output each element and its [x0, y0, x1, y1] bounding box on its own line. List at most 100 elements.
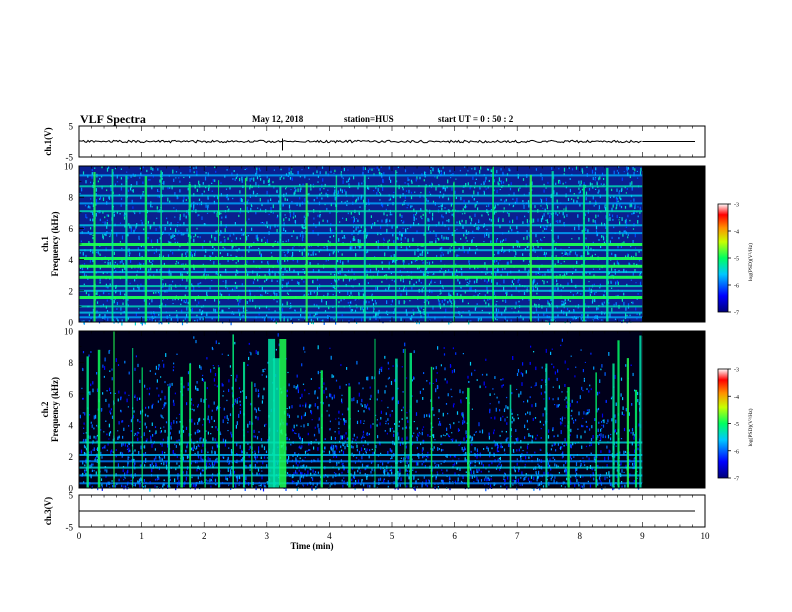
- ch2-spectrogram-noise: [174, 478, 176, 483]
- ch2-spectrogram-noise: [216, 457, 218, 460]
- ch1-spectrogram-noise: [588, 217, 590, 222]
- ch2-spectrogram-noise: [115, 449, 117, 451]
- ch1-spectrogram-noise: [578, 192, 580, 194]
- ch2-spectrogram-noise: [489, 409, 491, 414]
- ch1-spectrogram-noise: [441, 203, 443, 208]
- ch1-spectrogram-noise: [559, 274, 561, 276]
- ch2-spectrogram-noise: [217, 428, 219, 431]
- ch2-spectrogram-noise: [266, 457, 269, 459]
- ch1-spectrogram-noise: [465, 229, 467, 233]
- ch1-spectrogram-noise: [292, 251, 294, 256]
- ch1-spectrogram-noise: [334, 189, 336, 194]
- ch2-spectrogram-noise: [104, 469, 106, 472]
- ch1-spectrogram-noise: [179, 214, 181, 217]
- ch2-spectrogram-noise: [499, 409, 501, 412]
- ch1-spectrogram-noise: [391, 225, 393, 229]
- ch2-spectrogram-noise: [258, 393, 260, 397]
- ch2-spectrogram-noise: [438, 418, 440, 420]
- ch2-spectrogram-noise: [156, 478, 158, 481]
- ch1-spectrogram-noise: [463, 206, 465, 209]
- ch2-spectrogram-noise: [543, 471, 545, 475]
- ch1-spectrogram-noise: [420, 282, 422, 284]
- ch2-spectrogram-noise: [214, 384, 216, 386]
- ch2-spectrogram-noise: [84, 469, 86, 472]
- ch2-spectrogram-noise: [306, 450, 308, 453]
- ch2-spectrogram-noise: [121, 420, 123, 423]
- ch2-spectrogram-noise: [415, 480, 417, 485]
- ch2-spectrogram-noise: [473, 470, 475, 474]
- ch1-spectrogram-noise: [441, 214, 443, 218]
- ch2-spectrogram-noise: [573, 456, 575, 458]
- ch1-spectrogram-noise: [509, 187, 512, 191]
- ch2-spectrogram-noise: [146, 388, 148, 390]
- ch2-spectrogram-noise: [446, 380, 448, 384]
- ch2-spectrogram-noise: [206, 462, 208, 466]
- ch1-spectrogram-noise: [497, 308, 500, 313]
- ch1-spectrogram-noise: [219, 263, 221, 267]
- ch1-spectrogram-noise: [276, 190, 278, 193]
- ch2-spectrogram-noise: [506, 437, 508, 442]
- ch2-spectrogram-noise: [422, 388, 424, 391]
- ch1-spectrogram-noise: [338, 301, 340, 304]
- ch1-spectrogram-noise: [596, 233, 599, 237]
- ch1-spectrogram-noise: [440, 259, 442, 263]
- ch2-spectrogram-noise: [288, 438, 290, 441]
- ch1-spectrogram-noise: [611, 307, 613, 312]
- ch1-spectrogram-noise: [266, 314, 268, 317]
- ch1-spectrogram-noise: [478, 227, 480, 230]
- ch2-spectrogram-noise: [599, 476, 601, 480]
- ch2-spectrogram-noise: [205, 478, 207, 482]
- ch1-spectrogram-noise: [256, 167, 258, 171]
- ch1-spectrogram-noise: [355, 298, 357, 300]
- ch1-spectrogram-noise: [233, 313, 235, 315]
- ch2-spectrogram-noise: [471, 408, 473, 410]
- ch1-spectrogram-noise: [324, 310, 327, 312]
- ch2-spectrogram-noise: [441, 469, 443, 471]
- ch2-spectrogram-noise: [310, 472, 312, 477]
- ch2-spectrogram-noise: [162, 438, 164, 441]
- ch1-spectrogram-noise: [528, 269, 530, 272]
- ch2-spectrogram-noise: [218, 342, 220, 345]
- ch1-spectrogram-noise: [161, 175, 163, 178]
- ch1-spectrogram-noise: [218, 301, 221, 304]
- ch1-spectrogram-noise: [418, 308, 420, 312]
- ch1-spectrogram-noise: [92, 218, 94, 222]
- ch1-spectrogram-noise: [558, 212, 560, 214]
- ch1-spectrogram-noise: [220, 241, 222, 244]
- ch2-spectrogram-noise: [489, 408, 491, 412]
- ch2-spectrogram-noise: [547, 462, 549, 465]
- ch1-spectrogram-noise: [264, 280, 266, 283]
- ch1-spectrogram-noise: [528, 234, 531, 238]
- ch1-spectrogram-noise: [416, 176, 418, 180]
- ch1-spectrogram-noise: [250, 204, 252, 206]
- ch1-spectrogram-noise: [454, 273, 456, 276]
- ch1-spectrogram-noise: [291, 168, 293, 170]
- ch1-spectrogram-noise: [362, 172, 364, 176]
- ch2-spectrogram-noise: [388, 376, 390, 379]
- ch1-spectrogram-burst: [606, 167, 609, 322]
- ch1-spectrogram-noise: [301, 169, 303, 171]
- ch1-spectrogram-noise: [237, 302, 240, 306]
- ch2-spectrogram-noise: [455, 352, 457, 355]
- ch2-spectrogram-noise: [589, 484, 591, 489]
- ch2-spectrogram-noise: [172, 399, 175, 403]
- ch1-spectrogram-noise: [558, 179, 560, 184]
- ch1-spectrogram-noise: [327, 259, 329, 261]
- ch1-spectrogram-noise: [502, 299, 504, 302]
- ch1-spectrogram-noise: [616, 260, 618, 265]
- ch1-spectrogram-noise: [406, 207, 408, 209]
- ch1-spectrogram-noise: [392, 260, 394, 263]
- ch2-spectrogram-noise: [364, 473, 366, 476]
- ch1-spectrogram-noise: [587, 245, 589, 250]
- ch1-spectrogram-noise: [354, 299, 356, 301]
- ch1-spectrogram-noise: [390, 273, 392, 275]
- ch2-spectrogram-noise: [564, 438, 566, 442]
- ch1-spectrogram-noise: [375, 267, 377, 271]
- ch1-spectrogram-noise: [152, 167, 154, 171]
- ch1-spectrogram-noise: [555, 220, 557, 222]
- ch2-spectrogram-noise: [163, 454, 166, 459]
- ch1-spectrogram-noise: [341, 230, 343, 234]
- ch1-spectrogram-noise: [469, 280, 471, 283]
- ch1-spectrogram-band: [79, 305, 643, 308]
- ch2-spectrogram-noise: [234, 341, 236, 345]
